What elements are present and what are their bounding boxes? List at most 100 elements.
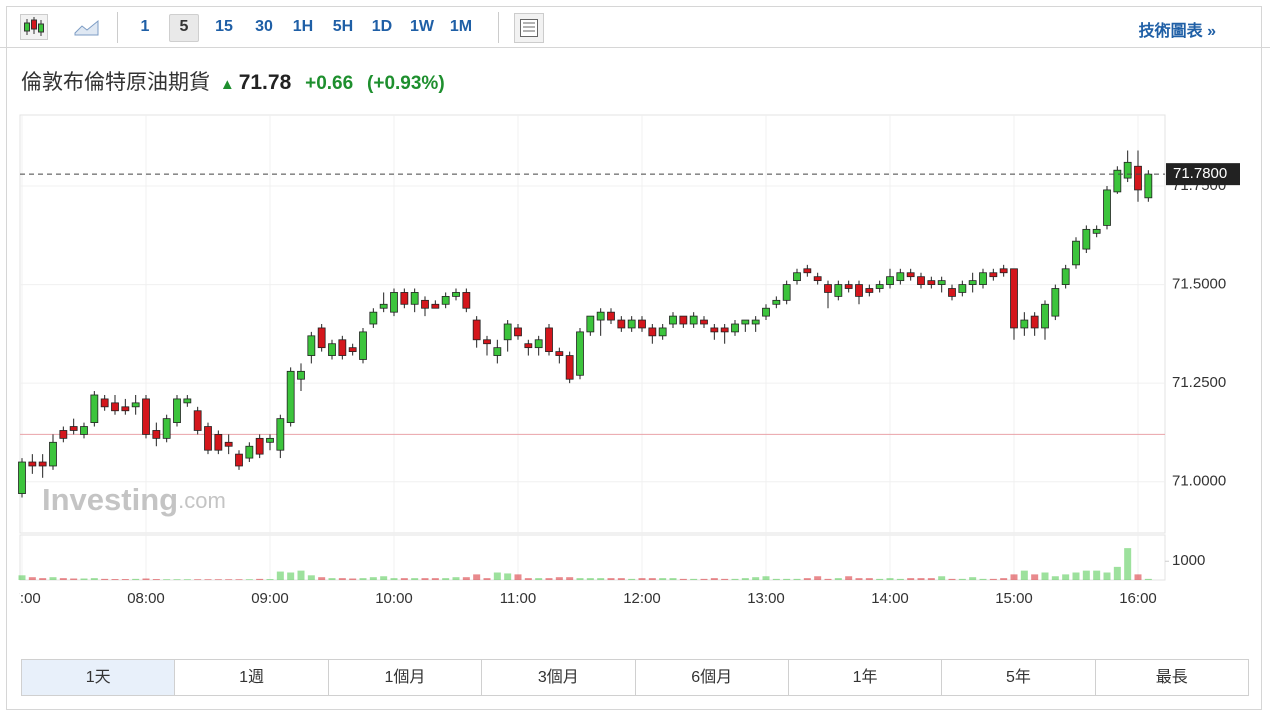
interval-button[interactable]: 5H [332,18,354,35]
volume-bar [28,577,36,580]
range-tab[interactable]: 最長 [1094,660,1248,695]
range-tab[interactable]: 1週 [174,660,327,695]
candle-body [431,303,440,309]
candle-body [483,339,491,345]
candle-body [1103,189,1111,226]
volume-bar [907,578,915,580]
candle-body [297,370,305,380]
x-tick-label: 16:00 [1119,590,1157,607]
volume-bar [710,578,718,580]
candle-body [555,351,564,356]
interval-button[interactable]: 15 [215,18,233,35]
volume-bar [163,579,171,580]
volume-bar [845,576,853,580]
volume-bar [793,578,801,580]
candle-body [834,284,843,297]
volume-bar [958,578,966,580]
volume-bar [235,579,243,580]
volume-bar [431,578,439,580]
volume-bar [473,574,481,580]
range-tab[interactable]: 1天 [22,660,175,695]
volume-bar [865,578,873,580]
candle-body [173,398,181,423]
candle-body [59,430,68,439]
candle-body [906,272,915,278]
volume-bar [400,578,408,580]
volume-bar [741,578,749,580]
range-tab[interactable]: 1年 [787,660,941,695]
interval-button[interactable]: 1W [410,18,434,35]
volume-bar [762,576,770,580]
technical-chart-link[interactable]: 技術圖表 » [1138,23,1216,40]
chart: 07:00 08:00 09:00 10:00 11:00 12:00 13:00 14:00… [3,114,1240,607]
volume-bar [638,578,646,580]
candle-icon[interactable] [20,14,48,40]
candle-body [927,280,936,285]
interval-button[interactable]: 1M [449,18,473,35]
candle-body [948,288,956,297]
volume-bar [349,578,357,580]
volume-bar [576,578,584,580]
volume-bar [586,578,594,580]
volume-bar [597,578,605,580]
volume-bar [948,578,956,580]
settings-icon[interactable] [514,13,544,43]
candle-body [917,276,925,285]
range-tab[interactable]: 6個月 [634,660,788,695]
volume-bar [307,575,315,580]
volume-bar [803,578,811,580]
volume-bar [1134,574,1142,580]
volume-bar [90,578,98,580]
volume-bar [855,578,863,580]
volume-tick-label: 1000 [1172,552,1205,569]
volume-bar [214,579,222,580]
volume-bar [338,578,346,580]
candle-body [772,299,781,305]
volume-bar [266,579,274,580]
candle-body [689,315,698,325]
y-tick-label: 71.5000 [1172,276,1226,293]
candle-body [503,323,512,341]
interval-button[interactable]: 1D [371,18,393,35]
candle-body [813,276,822,282]
candle-body [793,272,801,282]
range-tabs: 1天 1週 1個月 3個月 6個月 1年 5年 最長 [21,659,1249,696]
interval-button[interactable]: 5 [169,14,199,42]
candle-body [441,295,450,305]
interval-button[interactable]: 1H [292,18,314,35]
volume-bar [524,578,532,580]
candle-body [896,272,905,282]
volume-bar [225,579,233,580]
x-tick-label: 07:00 [3,590,41,607]
volume-bar [49,577,57,580]
interval-button[interactable]: 1 [140,18,150,35]
candle-body [576,331,584,376]
line-icon[interactable] [74,18,100,36]
volume-bar [152,579,160,580]
range-tab[interactable]: 5年 [941,660,1094,695]
volume-bar [287,572,295,580]
range-tab[interactable]: 1個月 [327,660,481,695]
volume-bar [876,578,884,580]
candle-body [824,284,832,293]
candle-body [1020,319,1029,329]
volume-bar [886,578,894,580]
volume-bar [18,575,26,580]
candle-body [328,343,336,356]
candle-body [462,292,471,309]
volume-bar [328,578,336,580]
volume-bar [772,578,780,580]
instrument-header: 倫敦布倫特原油期貨 ▲ 71.78 +0.66 (+0.93%) [21,66,445,96]
price-change-percent: (+0.93%) [367,73,445,94]
volume-bar [59,578,67,580]
interval-button[interactable]: 30 [255,18,273,35]
range-tab[interactable]: 3個月 [481,660,634,695]
candle-body [617,319,626,329]
candle-body [18,461,26,494]
volume-bar [1124,548,1132,580]
volume-bar [80,578,88,580]
candle-body [586,315,595,333]
candle-body [524,343,533,349]
volume-bar [690,578,698,580]
volume-bar [752,577,760,580]
